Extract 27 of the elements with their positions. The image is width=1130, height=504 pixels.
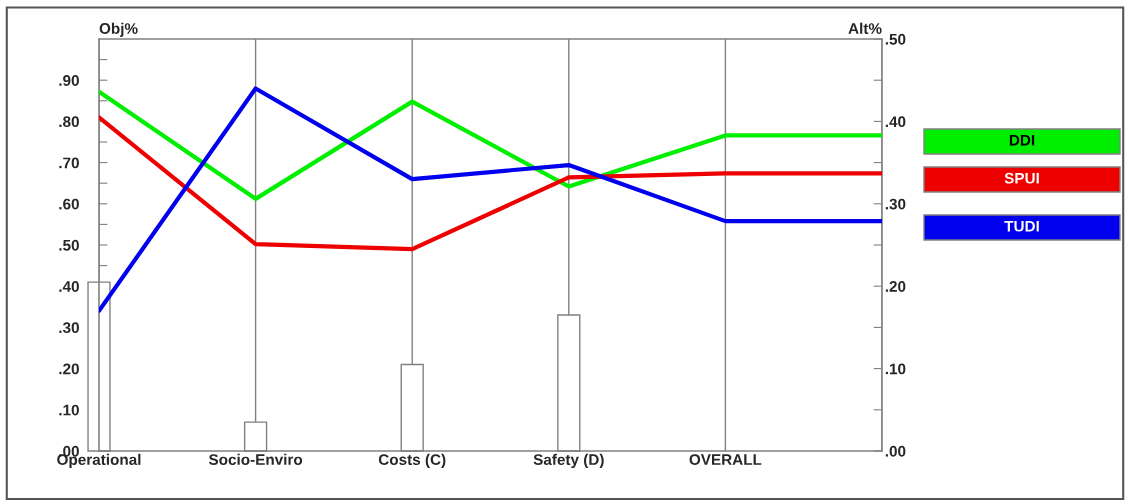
y-tick-label: .30 bbox=[59, 322, 79, 334]
x-tick-label: Safety (D) bbox=[533, 453, 604, 469]
x-tick-label: Costs (C) bbox=[378, 453, 446, 469]
y2-tick-label: .20 bbox=[885, 281, 906, 292]
y-tick-label: .80 bbox=[59, 116, 79, 128]
line-series bbox=[99, 115, 882, 252]
y2-axis-title: Alt% bbox=[848, 22, 882, 34]
y2-tick-label: .00 bbox=[885, 445, 906, 457]
x-tick-label: OVERALL bbox=[689, 454, 762, 465]
y2-tick-label: .30 bbox=[885, 198, 906, 210]
x-tick-label: Socio-Enviro bbox=[208, 453, 303, 465]
y-tick-label: .70 bbox=[59, 157, 79, 169]
text: DDI bbox=[1009, 134, 1035, 146]
y2-tick-label: .40 bbox=[885, 116, 906, 128]
y-tick-label: .60 bbox=[59, 198, 79, 210]
y2-tick-label: .10 bbox=[885, 363, 906, 375]
y-tick-label: .50 bbox=[59, 239, 79, 251]
y-tick-label: .40 bbox=[59, 281, 79, 292]
text: SPUI bbox=[1004, 172, 1039, 184]
line-series bbox=[99, 86, 882, 314]
y2-tick-label: .50 bbox=[885, 33, 906, 45]
y-axis-title: Obj% bbox=[99, 22, 138, 37]
text: TUDI bbox=[1004, 220, 1039, 232]
y-tick-label: .90 bbox=[59, 75, 79, 86]
line-series bbox=[99, 89, 882, 201]
y-tick-label: .10 bbox=[59, 404, 79, 416]
y-tick-label: .20 bbox=[59, 363, 79, 375]
